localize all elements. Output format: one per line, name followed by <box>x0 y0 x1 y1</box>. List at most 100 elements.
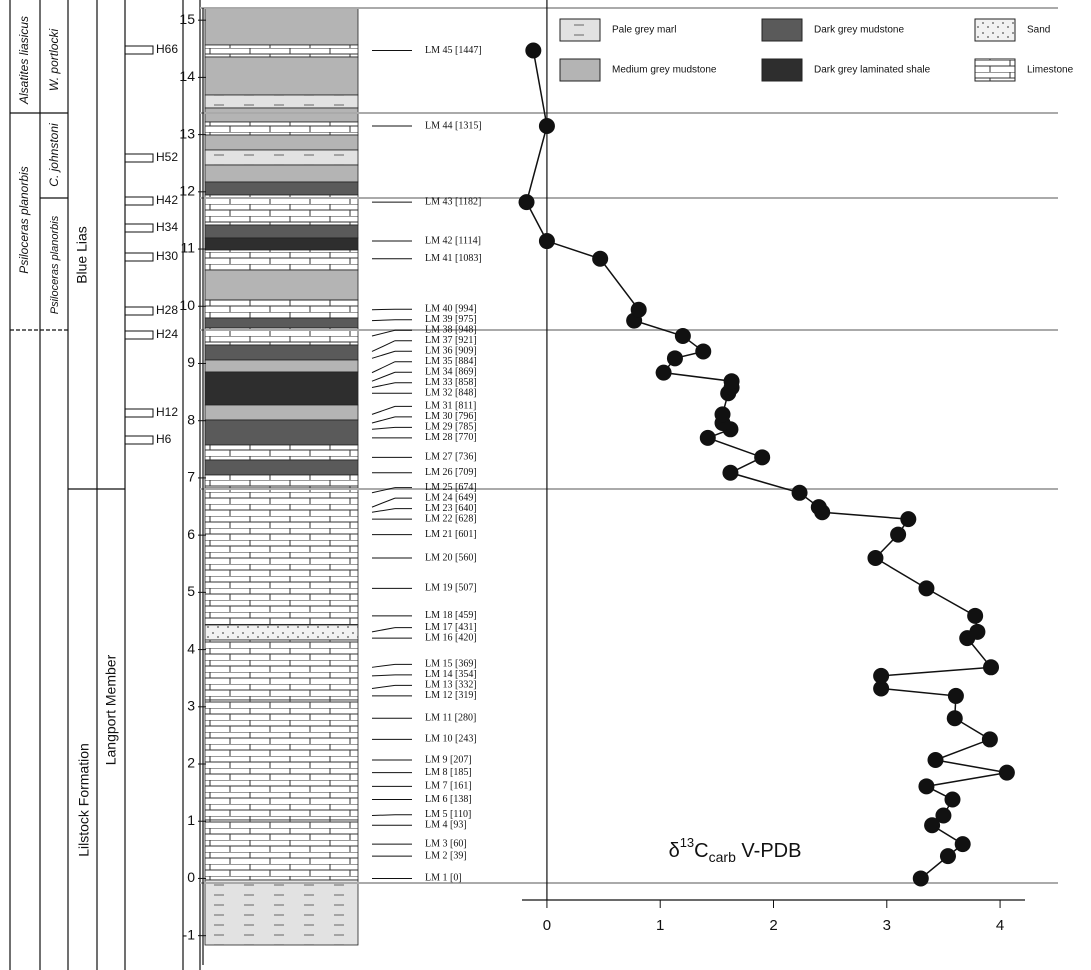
sample-label: LM 7 [161] <box>425 781 472 792</box>
lithology-bed <box>205 195 358 225</box>
x-tick-label: 2 <box>769 917 777 934</box>
data-point <box>940 848 956 864</box>
formation-label: Lilstock Formation <box>76 743 92 857</box>
data-point <box>983 659 999 675</box>
data-point <box>967 608 983 624</box>
lithology-bed <box>205 460 358 475</box>
data-point <box>913 870 929 886</box>
lithology-bed <box>205 820 358 880</box>
sample-leader <box>372 628 395 632</box>
data-point <box>656 365 672 381</box>
sample-leader <box>372 362 395 373</box>
sample-label: LM 23 [640] <box>425 503 477 514</box>
sample-leader <box>372 509 395 513</box>
sample-label: LM 41 [1083] <box>425 253 482 264</box>
x-tick-label: 3 <box>883 917 891 934</box>
bed-marker <box>125 409 153 417</box>
sample-label: LM 12 [319] <box>425 690 477 701</box>
sample-leader <box>372 383 395 388</box>
sample-leader <box>372 675 395 676</box>
lithology-bed <box>205 880 358 945</box>
data-point <box>944 791 960 807</box>
sample-label: LM 39 [975] <box>425 314 477 325</box>
data-point <box>754 449 770 465</box>
bed-marker <box>125 197 153 205</box>
data-point <box>935 808 951 824</box>
annotation-part: δ <box>669 840 680 862</box>
sample-label: LM 36 [909] <box>425 346 477 357</box>
sample-label: LM 21 [601] <box>425 529 477 540</box>
legend-swatch <box>560 59 600 81</box>
data-point <box>955 836 971 852</box>
y-tick-label: 11 <box>180 240 195 256</box>
sample-label: LM 28 [770] <box>425 432 477 443</box>
y-tick-label: 14 <box>179 68 195 84</box>
bed-label: H66 <box>156 42 178 56</box>
lithology-bed <box>205 625 358 640</box>
sample-leader <box>372 685 395 688</box>
data-point <box>873 668 889 684</box>
sample-label: LM 16 [420] <box>425 632 477 643</box>
legend-label: Dark grey mudstone <box>814 25 904 36</box>
legend-label: Dark grey laminated shale <box>814 65 931 76</box>
lithology-bed <box>205 345 358 360</box>
sample-leader <box>372 341 395 352</box>
sample-label: LM 30 [796] <box>425 411 477 422</box>
y-tick-label: 13 <box>179 125 195 141</box>
lithology-bed <box>205 445 358 460</box>
bed-marker <box>125 224 153 232</box>
y-tick-label: 10 <box>179 297 195 313</box>
legend-swatch <box>560 19 600 41</box>
sample-label: LM 1 [0] <box>425 873 462 884</box>
bed-label: H34 <box>156 220 178 234</box>
lithology-bed <box>205 488 358 625</box>
sample-label: LM 24 [649] <box>425 492 477 503</box>
lithology-bed <box>205 182 358 195</box>
lithology-bed <box>205 475 358 488</box>
y-tick-label: 3 <box>187 697 195 713</box>
y-tick-label: 6 <box>187 526 195 542</box>
y-tick-label: 8 <box>187 411 195 427</box>
bed-label: H6 <box>156 432 172 446</box>
data-point <box>928 752 944 768</box>
sample-label: LM 18 [459] <box>425 610 477 621</box>
annotation-part: V-PDB <box>736 840 802 862</box>
y-tick-label: 12 <box>179 183 195 199</box>
sample-label: LM 19 [507] <box>425 583 477 594</box>
sample-label: LM 10 [243] <box>425 734 477 745</box>
sample-label: LM 31 [811] <box>425 401 476 412</box>
sample-label: LM 40 [994] <box>425 304 477 315</box>
sample-label: LM 43 [1182] <box>425 196 481 207</box>
data-point <box>525 42 541 58</box>
lithology-bed <box>205 300 358 318</box>
sample-leader <box>372 320 395 321</box>
sample-leader <box>372 427 395 429</box>
sample-label: LM 35 [884] <box>425 356 477 367</box>
member-label: Langport Member <box>103 654 119 765</box>
x-tick-label: 0 <box>543 917 551 934</box>
data-point <box>900 511 916 527</box>
bed-marker <box>125 154 153 162</box>
sample-label: LM 20 [560] <box>425 552 477 563</box>
legend-label: Limestone <box>1027 65 1074 76</box>
y-tick-label: -1 <box>183 926 196 942</box>
data-point <box>999 765 1015 781</box>
lithology-bed <box>205 318 358 328</box>
legend-label: Medium grey mudstone <box>612 65 717 76</box>
bed-marker <box>125 307 153 315</box>
data-point <box>982 731 998 747</box>
x-tick-label: 4 <box>996 917 1004 934</box>
bed-label: H24 <box>156 327 178 341</box>
sample-label: LM 14 [354] <box>425 669 477 680</box>
annotation-part: 13 <box>680 835 694 850</box>
bed-marker <box>125 436 153 444</box>
data-point <box>700 430 716 446</box>
y-tick-label: 7 <box>187 469 195 485</box>
lithology-bed <box>205 250 358 270</box>
sample-label: LM 44 [1315] <box>425 120 482 131</box>
bed-marker <box>125 253 153 261</box>
annotation-part: C <box>694 840 708 862</box>
data-point <box>890 527 906 543</box>
sample-label: LM 25 [674] <box>425 482 477 493</box>
legend-label: Pale grey marl <box>612 25 676 36</box>
